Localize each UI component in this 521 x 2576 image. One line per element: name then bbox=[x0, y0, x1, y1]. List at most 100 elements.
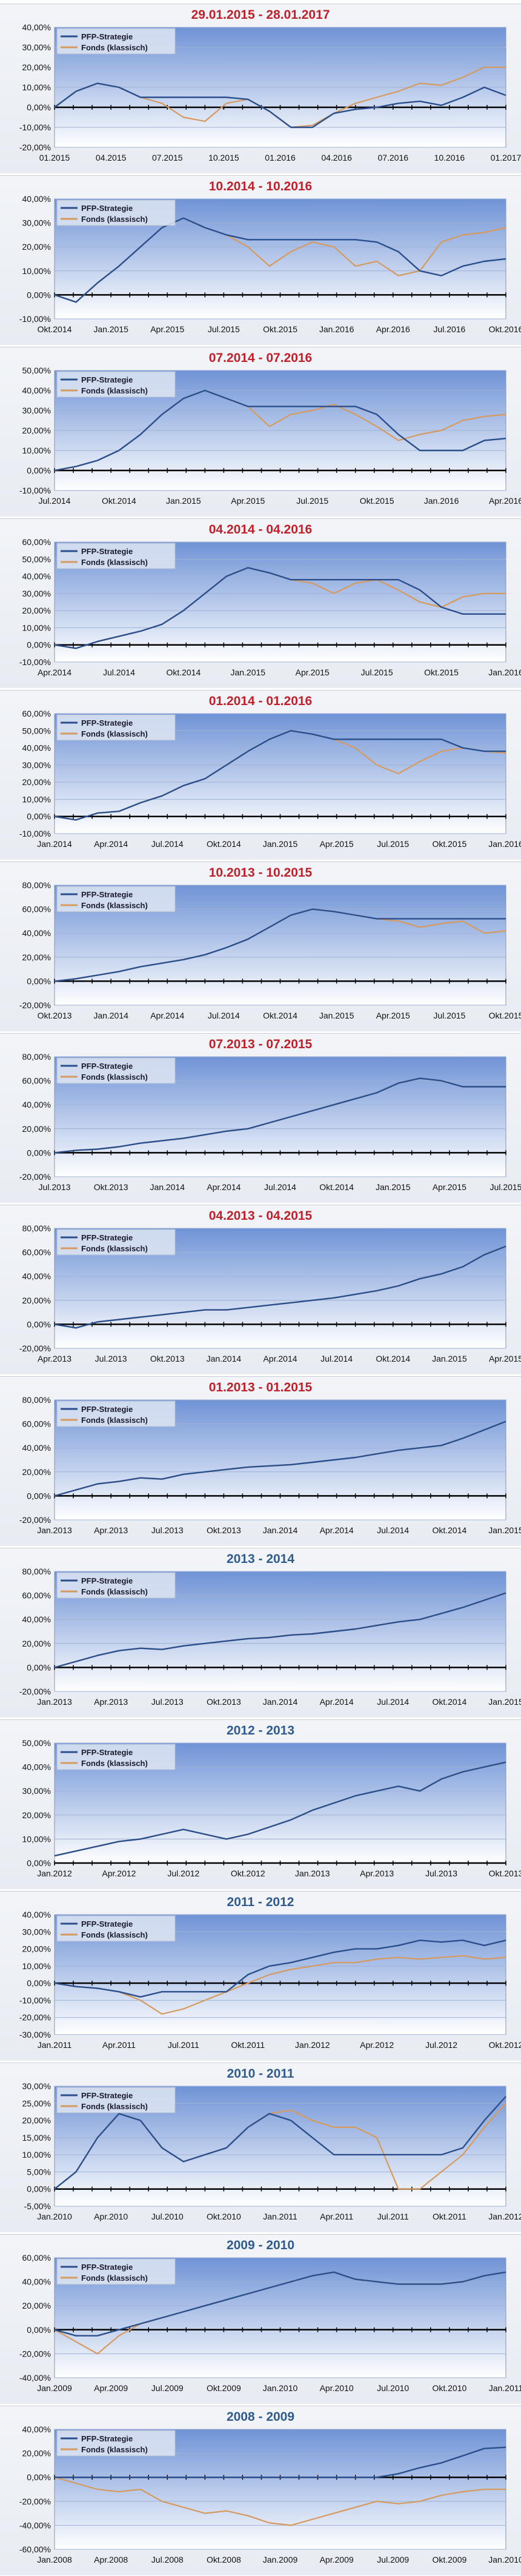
y-tick-label: 40,00% bbox=[22, 386, 51, 395]
y-tick-label: -10,00% bbox=[19, 657, 51, 667]
x-tick-label: Okt.2011 bbox=[433, 2212, 466, 2221]
y-tick-label: -10,00% bbox=[19, 122, 51, 132]
y-tick-label: 20,00% bbox=[22, 777, 51, 787]
x-tick-label: Okt.2014 bbox=[319, 1182, 354, 1192]
chart-title: 01.2013 - 01.2015 bbox=[208, 1380, 313, 1394]
legend-box bbox=[56, 1572, 176, 1599]
x-tick-label: Jul.2014 bbox=[377, 1525, 409, 1535]
legend-label: Fonds (klassisch) bbox=[81, 1072, 148, 1082]
x-tick-label: Apr.2010 bbox=[94, 2212, 128, 2221]
chart-panel: 2013 - 2014 -20,00% 0,00% 20,00% 40,00% 60,00… bbox=[0, 1548, 521, 1718]
x-tick-label: Okt.2016 bbox=[489, 324, 521, 334]
x-tick-label: Jan.2014 bbox=[263, 1697, 298, 1707]
x-tick-label: Jul.2013 bbox=[39, 1182, 71, 1192]
x-tick-label: Apr.2009 bbox=[320, 2555, 354, 2564]
legend-label: Fonds (klassisch) bbox=[81, 1244, 148, 1253]
x-tick-label: Apr.2011 bbox=[102, 2040, 136, 2050]
y-tick-label: 40,00% bbox=[22, 928, 51, 938]
x-tick-label: Jan.2015 bbox=[93, 324, 128, 334]
x-tick-label: Okt.2010 bbox=[432, 2383, 466, 2393]
legend-label: Fonds (klassisch) bbox=[81, 2445, 148, 2454]
legend-label: Fonds (klassisch) bbox=[81, 901, 148, 910]
x-tick-label: Jul.2013 bbox=[95, 1354, 127, 1363]
legend-box bbox=[56, 371, 176, 398]
legend-label: PFP-Strategie bbox=[81, 1405, 133, 1414]
x-tick-label: Jul.2013 bbox=[151, 1525, 184, 1535]
y-tick-label: 60,00% bbox=[22, 537, 51, 547]
series-line-fund bbox=[54, 2477, 506, 2526]
y-tick-label: 20,00% bbox=[22, 1944, 51, 1954]
chart-svg: -20,00% 0,00% 20,00% 40,00% 60,00% 80,00% Jul.… bbox=[19, 1052, 521, 1192]
legend-label: PFP-Strategie bbox=[81, 2263, 133, 2272]
x-tick-label: Okt.2010 bbox=[207, 2212, 241, 2221]
x-tick-label: Apr.2014 bbox=[94, 839, 128, 849]
x-tick-label: Okt.2014 bbox=[376, 1354, 410, 1363]
y-tick-label: 0,00% bbox=[27, 2325, 51, 2335]
x-tick-label: Apr.2012 bbox=[102, 1868, 136, 1878]
legend-label: PFP-Strategie bbox=[81, 1748, 133, 1757]
x-tick-label: Jul.2014 bbox=[39, 496, 71, 506]
chart-panel: 01.2013 - 01.2015 -20,00% 0,00% 20,00% 40,00… bbox=[0, 1376, 521, 1546]
x-tick-label: Jan.2016 bbox=[424, 496, 459, 506]
x-tick-label: Apr.2015 bbox=[231, 496, 265, 506]
x-tick-label: Okt.2013 bbox=[38, 1011, 72, 1020]
x-tick-label: Okt.2014 bbox=[102, 496, 136, 506]
y-tick-label: 40,00% bbox=[22, 1910, 51, 1919]
chart-panel: 10.2013 - 10.2015 -20,00% 0,00% 20,00% 40,00… bbox=[0, 861, 521, 1031]
series-line-strategy bbox=[54, 1420, 506, 1497]
x-tick-label: Jan.2016 bbox=[319, 324, 354, 334]
legend-box bbox=[56, 199, 176, 226]
x-tick-label: Apr.2011 bbox=[320, 2212, 353, 2221]
legend-label: Fonds (klassisch) bbox=[81, 215, 148, 224]
x-tick-label: Jan.2015 bbox=[263, 839, 298, 849]
series-line-fund bbox=[54, 1955, 506, 2015]
chart-panel: 2009 - 2010 -40,00% -20,00% 0,00% 20,00% 40,0… bbox=[0, 2234, 521, 2404]
y-tick-label: 40,00% bbox=[22, 743, 51, 753]
x-tick-label: Jul.2013 bbox=[151, 1697, 184, 1707]
y-tick-label: 0,00% bbox=[27, 2184, 51, 2194]
y-tick-label: 0,00% bbox=[27, 1319, 51, 1329]
x-tick-label: Okt.2014 bbox=[432, 1697, 466, 1707]
series-line-strategy bbox=[54, 2271, 506, 2337]
y-tick-label: 40,00% bbox=[22, 194, 51, 204]
x-tick-label: Jan.2015 bbox=[230, 667, 265, 677]
y-tick-label: 0,00% bbox=[27, 2472, 51, 2482]
y-tick-label: 80,00% bbox=[22, 1395, 51, 1405]
x-tick-label: 04.2015 bbox=[96, 153, 127, 162]
x-tick-label: Jan.2015 bbox=[488, 1525, 521, 1535]
chart-panel: 2011 - 2012 -30,00% -20,00% -10,00% 0,00% 10,… bbox=[0, 1891, 521, 2061]
x-tick-label: Jan.2010 bbox=[37, 2212, 72, 2221]
chart-title: 2012 - 2013 bbox=[226, 1724, 295, 1738]
x-tick-label: Okt.2014 bbox=[38, 324, 72, 334]
y-tick-label: 20,00% bbox=[22, 242, 51, 252]
legend-label: PFP-Strategie bbox=[81, 2091, 133, 2100]
y-tick-label: 50,00% bbox=[22, 366, 51, 375]
chart-svg: -30,00% -20,00% -10,00% 0,00% 10,00% 20,00% 30… bbox=[19, 1910, 521, 2050]
x-tick-label: 07.2015 bbox=[152, 153, 183, 162]
chart-panel: 04.2014 - 04.2016 -10,00% 0,00% 10,00% 20,00… bbox=[0, 518, 521, 688]
y-tick-label: 20,00% bbox=[22, 2301, 51, 2310]
legend-label: Fonds (klassisch) bbox=[81, 729, 148, 738]
x-tick-label: Apr.2015 bbox=[433, 1182, 466, 1192]
x-tick-label: Apr.2015 bbox=[150, 324, 184, 334]
x-tick-label: Jul.2009 bbox=[377, 2555, 409, 2564]
y-tick-label: -20,00% bbox=[19, 1000, 51, 1010]
x-tick-label: Jan.2014 bbox=[207, 1354, 242, 1363]
chart-title: 2013 - 2014 bbox=[226, 1552, 295, 1566]
y-tick-label: 10,00% bbox=[22, 1961, 51, 1971]
chart-title: 10.2013 - 10.2015 bbox=[208, 866, 313, 880]
y-tick-label: 0,00% bbox=[27, 466, 51, 475]
x-tick-label: Jul.2008 bbox=[151, 2555, 184, 2564]
y-tick-label: 10,00% bbox=[22, 266, 51, 276]
y-tick-label: 5,00% bbox=[27, 2167, 51, 2176]
chart-title: 29.01.2015 - 28.01.2017 bbox=[191, 8, 330, 22]
x-tick-label: Jan.2009 bbox=[37, 2383, 72, 2393]
y-tick-label: -5,00% bbox=[24, 2201, 51, 2211]
y-tick-label: -20,00% bbox=[19, 1343, 51, 1353]
y-tick-label: 20,00% bbox=[22, 606, 51, 615]
y-tick-label: 40,00% bbox=[22, 22, 51, 32]
x-tick-label: Okt.2012 bbox=[489, 2040, 521, 2050]
y-tick-label: 10,00% bbox=[22, 446, 51, 455]
x-tick-label: Apr.2013 bbox=[94, 1697, 128, 1707]
y-tick-label: 10,00% bbox=[22, 623, 51, 632]
